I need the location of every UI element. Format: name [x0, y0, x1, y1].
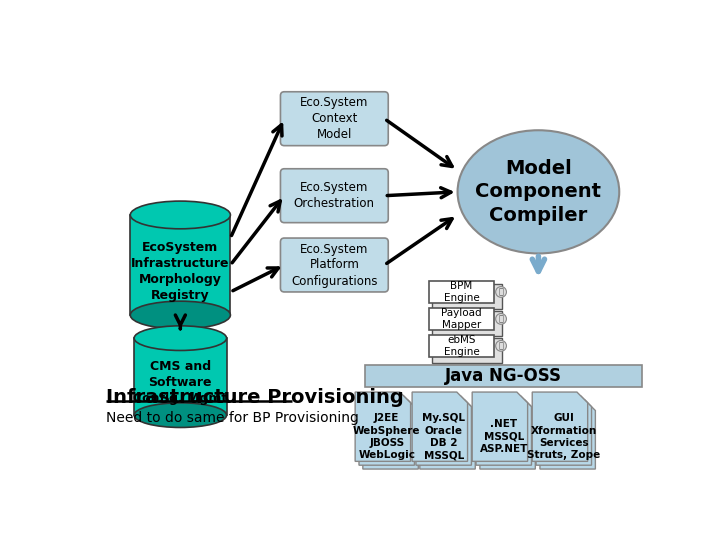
Text: Java NG-OSS: Java NG-OSS: [445, 367, 562, 385]
Polygon shape: [480, 400, 535, 469]
Polygon shape: [536, 396, 592, 465]
Text: Eco.System
Platform
Configurations: Eco.System Platform Configurations: [291, 242, 377, 287]
Circle shape: [495, 314, 506, 325]
Polygon shape: [363, 400, 418, 469]
Bar: [428, 281, 494, 303]
Bar: [130, 215, 230, 315]
Bar: [432, 284, 502, 309]
Text: EcoSystem
Infrastructure
Morphology
Registry: EcoSystem Infrastructure Morphology Regi…: [131, 241, 230, 302]
Polygon shape: [355, 392, 410, 461]
Polygon shape: [472, 392, 528, 461]
FancyBboxPatch shape: [281, 92, 388, 146]
Polygon shape: [540, 400, 595, 469]
Text: ebMS
Engine: ebMS Engine: [444, 335, 480, 356]
Bar: [432, 311, 502, 336]
Text: Model
Component
Compiler: Model Component Compiler: [475, 159, 601, 225]
Polygon shape: [532, 392, 588, 461]
Bar: [428, 335, 494, 356]
Text: ⓢ: ⓢ: [498, 341, 503, 350]
Text: BPM
Engine: BPM Engine: [444, 281, 480, 303]
Text: CMS and
Software
Config. Mgmt: CMS and Software Config. Mgmt: [133, 360, 228, 406]
Ellipse shape: [130, 201, 230, 229]
Text: GUI
Xformation
Services
Struts, Zope: GUI Xformation Services Struts, Zope: [527, 413, 600, 460]
Polygon shape: [359, 396, 415, 465]
Text: ⓢ: ⓢ: [498, 287, 503, 296]
Circle shape: [495, 287, 506, 298]
Bar: [432, 338, 502, 363]
Bar: [428, 308, 494, 330]
FancyBboxPatch shape: [281, 168, 388, 222]
Ellipse shape: [134, 403, 227, 428]
Ellipse shape: [134, 326, 227, 350]
Text: Payload
Mapper: Payload Mapper: [441, 308, 482, 330]
Text: J2EE
WebSphere
JBOSS
WebLogic: J2EE WebSphere JBOSS WebLogic: [353, 413, 420, 460]
Bar: [365, 365, 642, 387]
Text: .NET
MSSQL
ASP.NET: .NET MSSQL ASP.NET: [480, 420, 528, 454]
Text: Eco.System
Orchestration: Eco.System Orchestration: [294, 181, 375, 210]
Polygon shape: [412, 392, 467, 461]
Ellipse shape: [457, 130, 619, 253]
Text: ⓢ: ⓢ: [498, 314, 503, 323]
Text: Need to do same for BP Provisioning: Need to do same for BP Provisioning: [106, 411, 359, 426]
Circle shape: [495, 340, 506, 351]
Polygon shape: [420, 400, 475, 469]
Ellipse shape: [130, 301, 230, 329]
FancyBboxPatch shape: [281, 238, 388, 292]
Bar: [134, 338, 227, 415]
Text: Eco.System
Context
Model: Eco.System Context Model: [300, 96, 369, 141]
Polygon shape: [476, 396, 531, 465]
Text: Infrastructure Provisioning: Infrastructure Provisioning: [106, 388, 403, 407]
Text: My.SQL
Oracle
DB 2
MSSQL: My.SQL Oracle DB 2 MSSQL: [422, 413, 465, 460]
Polygon shape: [416, 396, 472, 465]
